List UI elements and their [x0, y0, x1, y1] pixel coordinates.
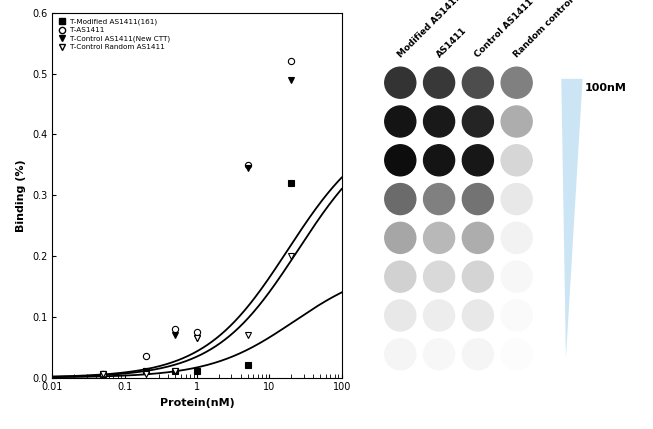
- Y-axis label: Binding (%): Binding (%): [16, 159, 27, 232]
- Circle shape: [424, 67, 454, 98]
- Circle shape: [424, 145, 454, 176]
- Circle shape: [385, 106, 416, 137]
- Circle shape: [501, 184, 532, 214]
- Circle shape: [501, 339, 532, 370]
- Circle shape: [462, 106, 494, 137]
- Circle shape: [462, 184, 494, 214]
- Circle shape: [501, 300, 532, 331]
- Circle shape: [424, 261, 454, 292]
- Circle shape: [501, 67, 532, 98]
- Circle shape: [501, 222, 532, 254]
- Circle shape: [501, 106, 532, 137]
- Circle shape: [385, 339, 416, 370]
- Circle shape: [501, 145, 532, 176]
- Circle shape: [424, 222, 454, 254]
- Polygon shape: [562, 79, 582, 358]
- Circle shape: [385, 67, 416, 98]
- Circle shape: [462, 339, 494, 370]
- Circle shape: [424, 300, 454, 331]
- Circle shape: [424, 184, 454, 214]
- Circle shape: [385, 145, 416, 176]
- Circle shape: [462, 145, 494, 176]
- Circle shape: [462, 222, 494, 254]
- Circle shape: [462, 300, 494, 331]
- Circle shape: [385, 261, 416, 292]
- Text: 100nM: 100nM: [584, 83, 626, 93]
- Circle shape: [501, 261, 532, 292]
- Circle shape: [385, 222, 416, 254]
- Circle shape: [424, 339, 454, 370]
- Circle shape: [462, 67, 494, 98]
- Text: Random control: Random control: [512, 0, 575, 60]
- Circle shape: [462, 261, 494, 292]
- Circle shape: [424, 106, 454, 137]
- Text: Control AS1411: Control AS1411: [473, 0, 535, 60]
- Legend: T-Modified AS1411(161), T-AS1411, T-Control AS1411(New CTT), T-Control Random AS: T-Modified AS1411(161), T-AS1411, T-Cont…: [56, 16, 172, 52]
- Text: AS1411: AS1411: [435, 26, 468, 60]
- X-axis label: Protein(nM): Protein(nM): [159, 398, 234, 408]
- Circle shape: [385, 184, 416, 214]
- Circle shape: [385, 300, 416, 331]
- Text: Modified AS1411: Modified AS1411: [396, 0, 463, 60]
